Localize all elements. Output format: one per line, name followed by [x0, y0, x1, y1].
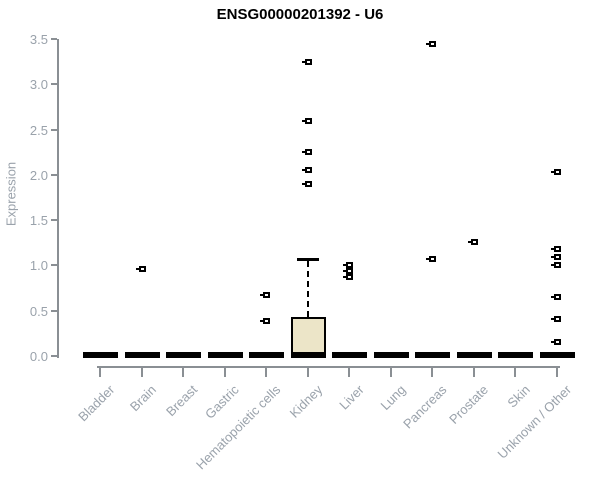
whisker-cap-high — [296, 258, 319, 262]
outlier-point[interactable] — [550, 169, 561, 176]
outlier-point[interactable] — [550, 254, 561, 261]
x-axis-category-label: Bladder — [75, 382, 118, 425]
outlier-point[interactable] — [135, 266, 146, 273]
y-axis-line — [57, 39, 59, 358]
y-axis-tick — [51, 173, 57, 176]
outlier-point[interactable] — [301, 58, 312, 65]
whisker-line-high — [306, 261, 309, 318]
median-bar[interactable] — [415, 352, 450, 358]
outlier-point[interactable] — [301, 117, 312, 124]
x-axis-line — [97, 366, 560, 368]
y-axis-tick — [51, 264, 57, 267]
y-axis-tick-label: 2.5 — [29, 122, 48, 138]
y-axis-tick-label: 2.0 — [29, 167, 48, 183]
outlier-point[interactable] — [343, 267, 353, 274]
y-axis-tick-label: 3.0 — [29, 77, 48, 93]
y-axis-tick-label: 1.0 — [29, 258, 48, 274]
outlier-point[interactable] — [550, 261, 561, 268]
outlier-point[interactable] — [426, 256, 436, 263]
median-bar[interactable] — [124, 352, 160, 358]
x-axis-tick — [514, 366, 516, 377]
median-bar[interactable] — [498, 352, 533, 358]
median-bar[interactable] — [207, 352, 243, 358]
x-axis-category-label: Prostate — [446, 382, 492, 427]
y-axis-tick — [51, 128, 57, 131]
x-axis-category-label: Brain — [127, 382, 160, 415]
median-bar[interactable] — [83, 352, 118, 358]
outlier-point[interactable] — [301, 180, 312, 187]
x-axis-tick — [265, 366, 267, 377]
y-axis-tick — [51, 83, 57, 86]
median-bar[interactable] — [373, 352, 409, 358]
median-bar[interactable] — [456, 352, 492, 358]
y-axis-tick-label: 0.5 — [29, 303, 48, 319]
x-axis-category-label: Skin — [504, 382, 533, 411]
median-bar[interactable] — [290, 352, 326, 358]
x-axis-category-label: Lung — [377, 382, 409, 414]
x-axis-category-label: Liver — [336, 382, 367, 413]
x-axis-category-label: Pancreas — [400, 382, 450, 432]
outlier-point[interactable] — [550, 246, 561, 253]
y-axis-tick-label: 3.5 — [29, 32, 48, 47]
median-bar[interactable] — [249, 352, 284, 358]
x-axis-tick — [389, 366, 392, 377]
outlier-point[interactable] — [550, 339, 561, 346]
median-bar[interactable] — [332, 352, 367, 358]
y-axis-tick — [51, 355, 57, 357]
x-axis-category-label: Breast — [163, 382, 201, 420]
y-axis-tick-label: 1.5 — [29, 213, 48, 229]
x-axis-tick — [223, 366, 226, 377]
median-bar[interactable] — [166, 352, 201, 358]
y-axis-tick-label: 0.0 — [29, 349, 48, 364]
y-axis-tick — [51, 219, 57, 222]
x-axis-tick — [555, 366, 558, 377]
x-axis-tick — [99, 366, 101, 377]
outlier-point[interactable] — [301, 167, 312, 174]
x-axis-tick — [431, 366, 433, 377]
x-axis-category-label: Kidney — [286, 382, 326, 421]
outlier-point[interactable] — [260, 317, 270, 324]
outlier-point[interactable] — [260, 292, 270, 299]
y-axis-tick — [51, 309, 57, 312]
outlier-point[interactable] — [343, 262, 353, 269]
box-iqr[interactable] — [290, 317, 326, 356]
outlier-point[interactable] — [550, 315, 561, 322]
x-axis-tick — [140, 366, 143, 377]
x-axis-category-label: Unknown / Other — [494, 382, 575, 462]
x-axis-tick — [306, 366, 309, 377]
median-bar[interactable] — [539, 352, 575, 358]
x-axis-tick — [472, 366, 475, 377]
x-axis-tick — [348, 366, 350, 377]
outlier-point[interactable] — [301, 149, 312, 156]
x-axis-tick — [182, 366, 184, 377]
y-axis-tick — [51, 38, 57, 40]
x-axis-category-label: Gastric — [202, 382, 243, 422]
outlier-point[interactable] — [467, 238, 478, 245]
outlier-point[interactable] — [426, 40, 436, 47]
outlier-point[interactable] — [343, 274, 353, 281]
chart-title: ENSG00000201392 - U6 — [216, 6, 384, 23]
outlier-point[interactable] — [550, 294, 561, 301]
